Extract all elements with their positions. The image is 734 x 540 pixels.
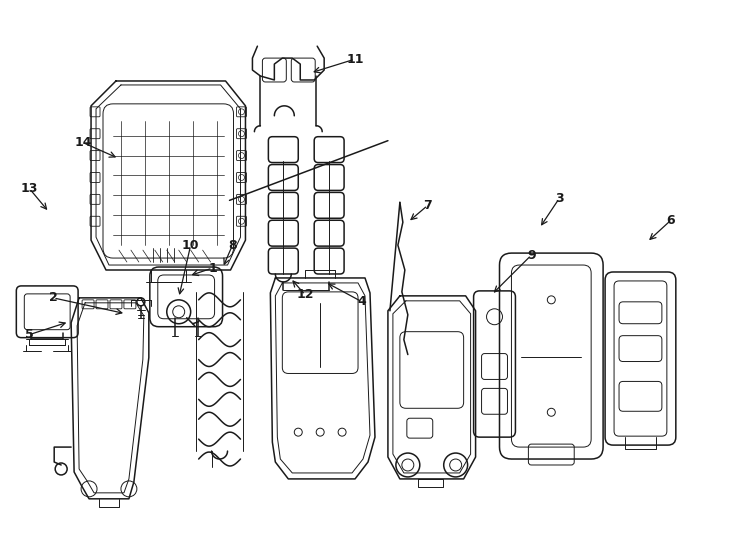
Text: 14: 14 [74, 136, 92, 149]
Text: 5: 5 [25, 328, 34, 341]
Text: 7: 7 [424, 199, 432, 212]
Text: 12: 12 [297, 288, 314, 301]
Text: 9: 9 [527, 248, 536, 261]
Text: 13: 13 [21, 182, 38, 195]
Text: 8: 8 [228, 239, 237, 252]
Text: 6: 6 [666, 214, 675, 227]
Text: 2: 2 [49, 292, 57, 305]
Text: 1: 1 [208, 261, 217, 274]
Text: 11: 11 [346, 52, 364, 65]
Text: 3: 3 [555, 192, 564, 205]
Text: 4: 4 [357, 295, 366, 308]
Text: 10: 10 [182, 239, 200, 252]
